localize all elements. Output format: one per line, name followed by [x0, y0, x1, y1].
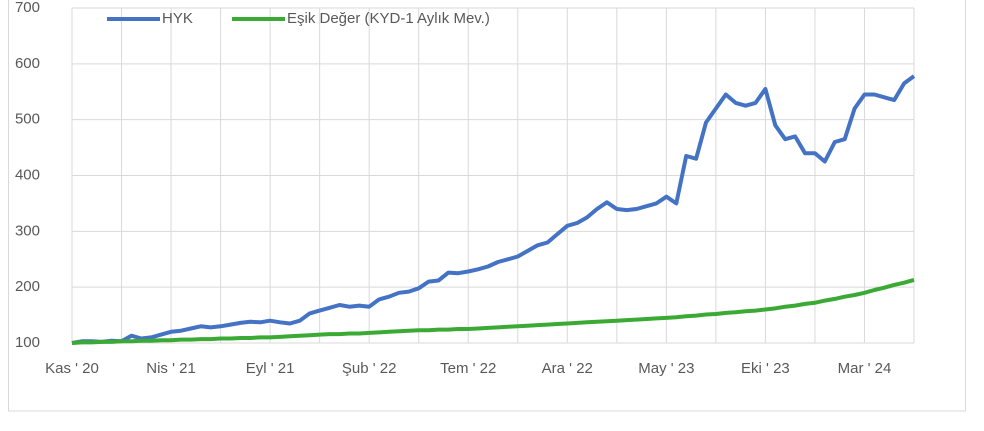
y-tick-label: 500 [15, 111, 40, 128]
x-tick-label: Tem ' 22 [440, 360, 496, 377]
x-tick-label: Şub ' 22 [342, 360, 397, 377]
y-tick-label: 400 [15, 166, 40, 183]
x-tick-label: Mar ' 24 [838, 360, 892, 377]
series-line [71, 277, 915, 345]
legend-label: Eşik Değer (KYD-1 Aylık Mev.) [287, 10, 490, 27]
y-tick-label: 200 [15, 278, 40, 295]
legend-label: HYK [162, 10, 193, 27]
x-tick-label: Kas ' 20 [45, 360, 99, 377]
y-tick-label: 100 [15, 334, 40, 351]
x-tick-label: Ara ' 22 [542, 360, 593, 377]
chart-border [8, 0, 966, 412]
x-tick-label: Nis ' 21 [146, 360, 196, 377]
y-tick-label: 600 [15, 55, 40, 72]
y-tick-label: 300 [15, 222, 40, 239]
y-tick-label: 700 [15, 0, 40, 16]
x-tick-label: Eyl ' 21 [246, 360, 295, 377]
series-line [71, 74, 916, 345]
x-tick-label: Eki ' 23 [741, 360, 790, 377]
x-tick-label: May ' 23 [638, 360, 694, 377]
